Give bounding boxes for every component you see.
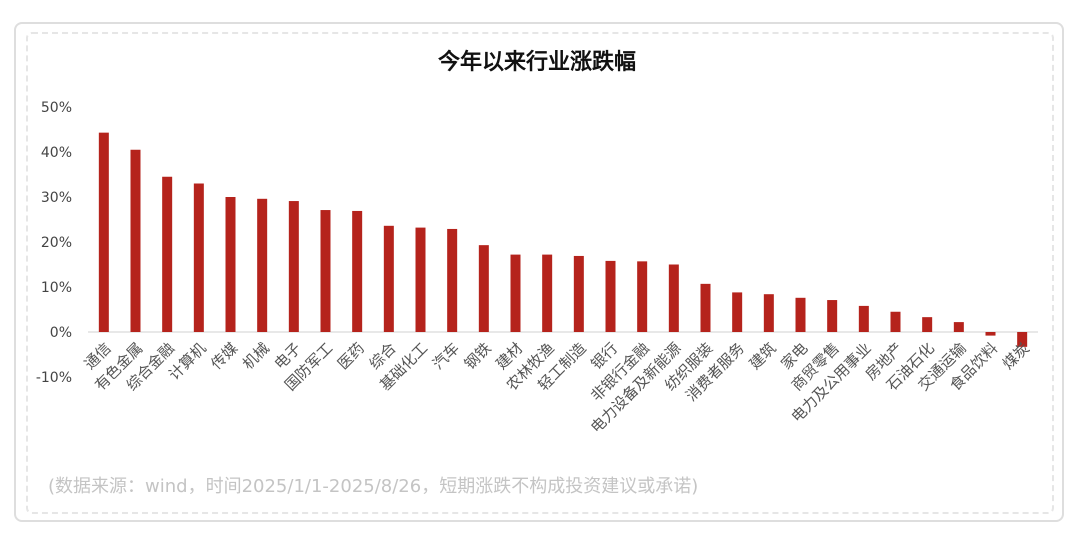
y-tick-label: 50% (41, 100, 72, 116)
source-note: (数据来源：wind，时间2025/1/1-2025/8/26，短期涨跌不构成投… (48, 476, 699, 497)
bar (415, 227, 426, 332)
y-tick-label: 30% (41, 190, 72, 206)
bar (225, 197, 236, 332)
bar (542, 254, 553, 332)
chart-title: 今年以来行业涨跌幅 (437, 50, 636, 75)
bar (383, 225, 394, 332)
bar (922, 317, 933, 332)
bar (257, 198, 268, 332)
bars-group (98, 132, 1028, 347)
y-tick-label: 40% (41, 145, 72, 161)
y-axis: -10% 0% 10% 20% 30% 40% 50% (36, 100, 72, 386)
bar (637, 261, 648, 332)
bar (352, 210, 363, 332)
bar (447, 228, 458, 332)
bar (193, 183, 204, 332)
bar (1017, 332, 1028, 347)
bar (510, 254, 521, 332)
chart-card (14, 22, 1064, 522)
x-tick-label: 建筑 (746, 339, 780, 373)
bar (700, 283, 711, 332)
bar (130, 149, 141, 332)
bar (668, 264, 679, 332)
bar (320, 210, 331, 332)
bar (478, 245, 489, 332)
x-axis: 通信有色金属综合金融计算机传媒机械电子国防军工医药综合基础化工汽车钢铁建材农林牧… (81, 339, 1033, 437)
x-tick-label: 机械 (239, 339, 273, 373)
x-tick-label: 传媒 (207, 339, 241, 373)
bar (890, 311, 901, 332)
bar (605, 260, 616, 332)
y-tick-label: 20% (41, 235, 72, 251)
y-tick-label: -10% (36, 370, 72, 386)
bar (98, 132, 109, 332)
bar (985, 332, 996, 336)
x-tick-label: 煤炭 (999, 339, 1033, 373)
bar (732, 292, 743, 332)
x-tick-label: 汽车 (429, 339, 463, 373)
bar (858, 305, 869, 332)
chart-inner-frame (26, 32, 1054, 514)
bar (288, 201, 299, 332)
bar (953, 322, 964, 332)
x-tick-label: 钢铁 (461, 339, 495, 373)
bar (827, 300, 838, 332)
bar (162, 176, 173, 332)
bar (763, 294, 774, 332)
bar (573, 255, 584, 332)
y-tick-label: 10% (41, 280, 72, 296)
y-tick-label: 0% (50, 325, 72, 341)
x-tick-label: 医药 (334, 339, 368, 373)
bar (795, 297, 806, 332)
